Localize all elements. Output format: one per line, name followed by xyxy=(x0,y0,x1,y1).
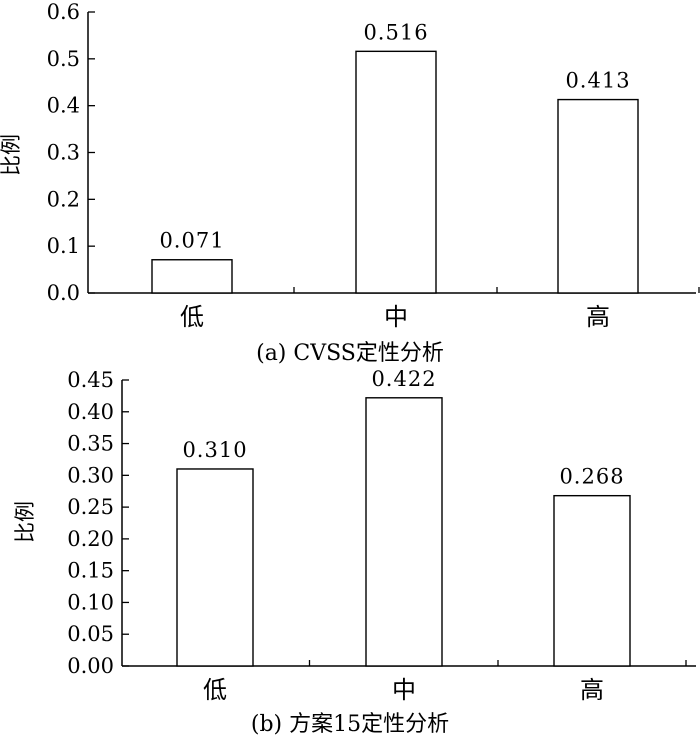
y-tick-label: 0.6 xyxy=(47,0,80,24)
y-tick-label: 0.2 xyxy=(47,187,80,211)
chart-caption: (a) CVSS定性分析 xyxy=(256,341,444,366)
bar xyxy=(355,50,437,294)
y-tick-label: 0.4 xyxy=(47,94,80,118)
y-tick-label: 0.35 xyxy=(67,432,114,456)
data-label: 0.422 xyxy=(371,367,436,391)
bar xyxy=(553,494,631,667)
y-axis-title: 比例 xyxy=(13,501,37,543)
x-category-label: 低 xyxy=(203,676,227,704)
y-tick-label: 0.45 xyxy=(67,368,114,392)
y-tick-label: 0.30 xyxy=(67,463,114,487)
x-category-label: 低 xyxy=(180,303,204,331)
y-tick-label: 0.20 xyxy=(67,527,114,551)
y-tick-label: 0.5 xyxy=(47,47,80,71)
data-label: 0.268 xyxy=(559,465,624,489)
y-tick-label: 0.00 xyxy=(67,654,114,678)
y-tick-label: 0.15 xyxy=(67,559,114,583)
x-category-label: 高 xyxy=(580,676,604,704)
y-tick-label: 0.40 xyxy=(67,400,114,424)
bar xyxy=(365,397,443,667)
y-tick-label: 0.1 xyxy=(47,234,80,258)
data-label: 0.516 xyxy=(363,20,428,44)
y-tick-label: 0.05 xyxy=(67,622,114,646)
y-axis-title: 比例 xyxy=(0,134,23,176)
y-tick-label: 0.0 xyxy=(47,281,80,305)
bar xyxy=(151,259,233,294)
y-tick-label: 0.10 xyxy=(67,590,114,614)
chart-caption: (b) 方案15定性分析 xyxy=(251,712,449,737)
chart-b: 0.00 0.05 0.10 0.15 0.20 0.25 0.30 0.35 0.40 0.45… xyxy=(13,367,696,737)
chart-a: 0.0 0.1 0.2 0.3 0.4 0.5 0.6 0.071 低 0.516 中 0.413 高 比… xyxy=(0,0,700,366)
x-category-label: 中 xyxy=(392,676,416,704)
x-category-label: 中 xyxy=(384,303,408,331)
data-label: 0.071 xyxy=(159,229,224,253)
data-label: 0.413 xyxy=(565,69,630,93)
bar xyxy=(557,98,639,294)
x-category-label: 高 xyxy=(586,303,610,331)
bar xyxy=(176,468,254,667)
data-label: 0.310 xyxy=(182,438,247,462)
y-tick-label: 0.3 xyxy=(47,141,80,165)
y-tick-label: 0.25 xyxy=(67,495,114,519)
